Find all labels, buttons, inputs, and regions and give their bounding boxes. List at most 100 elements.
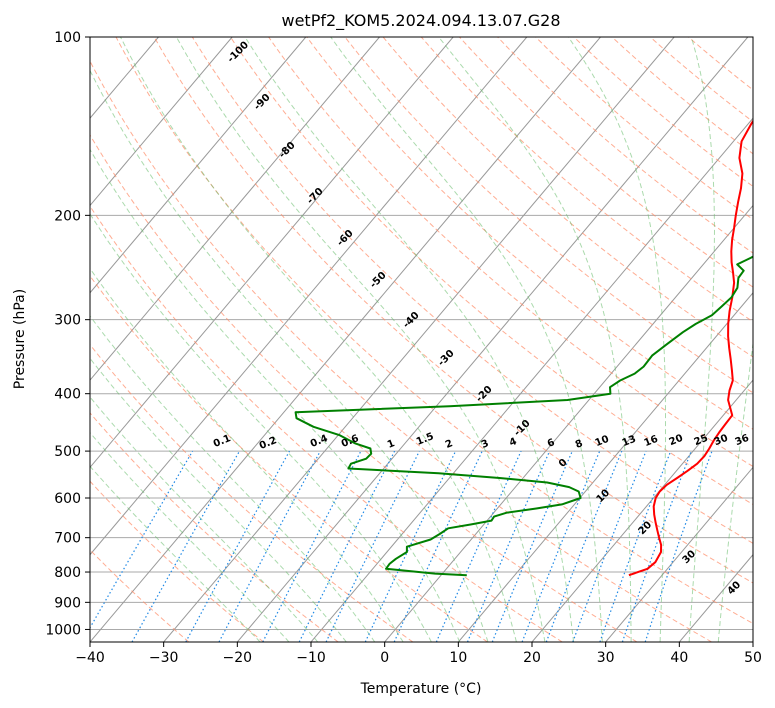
moist-adiabat-label: -60 xyxy=(335,228,356,249)
x-axis-label: Temperature (°C) xyxy=(360,681,482,697)
dry-adiabat-line xyxy=(90,205,563,642)
y-tick-label: 200 xyxy=(54,208,81,224)
dry-adiabat-label: 40 xyxy=(726,580,744,598)
x-tick-label: 0 xyxy=(380,650,389,666)
mixing-ratio-line xyxy=(262,450,362,642)
mixing-ratio-label: 1 xyxy=(386,438,397,451)
dry-adiabat-line xyxy=(90,412,339,642)
dry-adiabat-line xyxy=(90,549,190,642)
dry-adiabat-line xyxy=(268,37,753,468)
isotherm-line xyxy=(457,292,753,642)
dry-adiabat-line xyxy=(306,37,753,430)
dry-adiabat-line xyxy=(344,37,753,394)
background-lines xyxy=(0,37,753,642)
moist-adiabat-line xyxy=(120,37,517,642)
moist-adiabat-line xyxy=(90,213,432,642)
mixing-ratio-label: 0.1 xyxy=(212,433,233,450)
isotherm-line xyxy=(605,466,753,642)
chart-title: wetPf2_KOM5.2024.094.13.07.G28 xyxy=(281,11,560,31)
mixing-ratio-label: 8 xyxy=(574,438,585,451)
mixing-ratio-label: 10 xyxy=(594,434,611,449)
mixing-ratio-label: 20 xyxy=(668,433,685,448)
mixing-ratio-line xyxy=(466,450,551,642)
isotherm-line xyxy=(90,37,307,294)
mixing-ratio-line xyxy=(218,450,321,642)
mixing-ratio-label: 0.2 xyxy=(258,435,279,452)
mixing-ratio-label: 2 xyxy=(444,438,455,451)
mixing-ratio-line xyxy=(599,450,672,642)
temperature-profile-line xyxy=(628,119,753,577)
profile-lines xyxy=(294,119,753,577)
x-tick-label: −20 xyxy=(223,650,253,666)
mixing-ratio-line xyxy=(435,450,522,642)
moist-adiabat-line xyxy=(438,37,632,642)
mixing-ratio-label: 0.6 xyxy=(340,433,361,450)
mixing-ratio-line xyxy=(521,450,601,642)
dry-adiabat-line xyxy=(191,37,753,544)
mixing-ratio-label: 30 xyxy=(713,433,730,448)
y-tick-label: 700 xyxy=(54,531,81,547)
x-tick-label: 30 xyxy=(597,650,615,666)
moist-adiabat-line xyxy=(688,37,716,642)
isotherm-line xyxy=(90,37,528,556)
moist-adiabat-line xyxy=(717,340,753,642)
mixing-ratio-line xyxy=(298,450,396,642)
dry-adiabat-line xyxy=(459,37,753,288)
plot-frame xyxy=(89,36,754,643)
moist-adiabat-label: -80 xyxy=(277,140,298,161)
isotherm-line xyxy=(384,204,753,642)
moist-adiabat-label: -90 xyxy=(252,92,273,113)
x-tick-label: 50 xyxy=(744,650,762,666)
dry-adiabat-label: 10 xyxy=(595,488,613,506)
moist-adiabat-line xyxy=(90,357,347,642)
isotherm-line xyxy=(90,37,380,381)
moist-adiabat-line xyxy=(90,431,290,642)
dry-adiabat-line xyxy=(153,37,753,584)
x-tick-label: −30 xyxy=(149,650,179,666)
isotherm-line xyxy=(0,37,11,642)
isotherm-line xyxy=(752,641,753,642)
mixing-ratio-label: 6 xyxy=(546,437,557,450)
y-tick-label: 100 xyxy=(54,30,81,46)
mixing-ratio-line xyxy=(491,450,573,642)
moist-adiabat-line xyxy=(90,267,404,642)
y-axis: 100 200 300 400 500 600 700 800 900 1000 xyxy=(45,30,90,638)
mixing-ratio-label: 4 xyxy=(508,436,519,449)
moist-adiabat-line xyxy=(90,148,461,642)
x-tick-label: 10 xyxy=(449,650,467,666)
moist-adiabat-line xyxy=(90,465,261,642)
moist-adiabat-label: -20 xyxy=(474,384,495,405)
moist-adiabat-line xyxy=(90,69,489,642)
moist-adiabat-line xyxy=(330,37,603,642)
dry-adiabat-line xyxy=(497,37,753,254)
moist-adiabat-line xyxy=(90,315,376,642)
dry-adiabat-line xyxy=(230,37,753,506)
y-tick-label: 800 xyxy=(54,565,81,581)
x-axis: −40 −30 −20 −10 0 10 20 30 40 50 xyxy=(75,642,762,666)
y-tick-label: 300 xyxy=(54,313,81,329)
y-tick-label: 1000 xyxy=(45,622,81,638)
zero-isotherm-label: 0 xyxy=(557,457,570,470)
moist-adiabat-line xyxy=(244,37,575,642)
dewpoint-profile-line xyxy=(294,255,753,577)
mixing-ratio-line xyxy=(545,450,623,642)
y-axis-label: Pressure (hPa) xyxy=(12,289,28,389)
moist-adiabat-line xyxy=(567,37,666,642)
moist-adiabat-label: -70 xyxy=(305,186,326,207)
mixing-ratio-line xyxy=(325,450,420,642)
moist-adiabat-line xyxy=(90,396,319,642)
x-tick-label: −40 xyxy=(75,650,105,666)
x-tick-label: 40 xyxy=(670,650,688,666)
isotherm-line xyxy=(236,37,749,642)
moist-adiabat-line xyxy=(175,37,546,642)
dry-adiabat-line xyxy=(611,37,753,155)
y-tick-label: 400 xyxy=(54,387,81,403)
mixing-ratio-line xyxy=(185,450,291,642)
moist-adiabat-label: -30 xyxy=(436,348,457,369)
x-tick-label: 20 xyxy=(523,650,541,666)
isotherm-line xyxy=(531,379,753,642)
x-tick-label: −10 xyxy=(296,650,326,666)
isotherm-line xyxy=(90,37,233,207)
mixing-ratio-label: 3 xyxy=(480,438,491,451)
mixing-ratio-line xyxy=(621,450,692,642)
